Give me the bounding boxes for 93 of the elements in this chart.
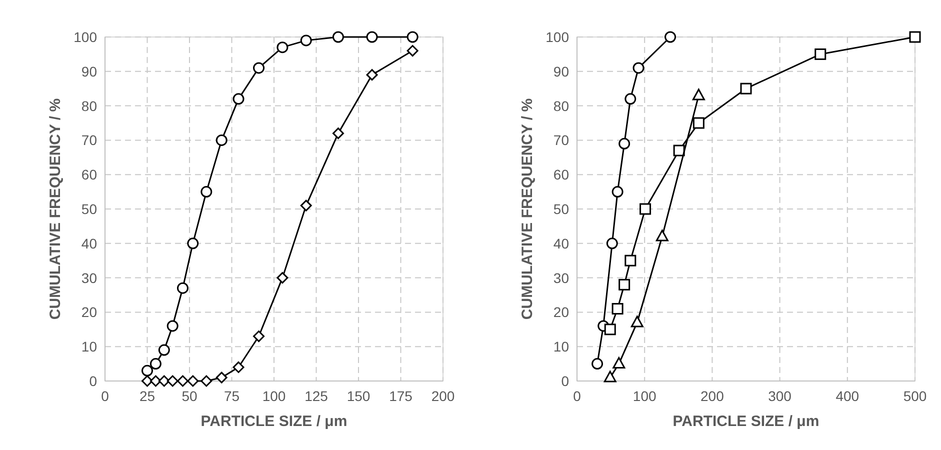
point	[216, 372, 228, 384]
x-tick-label: 400	[836, 388, 860, 404]
point	[640, 203, 652, 215]
point	[158, 344, 170, 356]
point	[664, 31, 676, 43]
x-tick-label: 300	[768, 388, 792, 404]
y-tick-label: 20	[553, 304, 570, 320]
x-tick-label: 25	[139, 388, 156, 404]
y-tick-label: 60	[553, 166, 570, 183]
y-tick-label: 60	[81, 166, 98, 183]
y-tick-label: 0	[561, 373, 570, 389]
point	[612, 357, 626, 369]
point	[200, 375, 212, 387]
y-tick-label: 80	[553, 98, 570, 114]
y-tick-label: 30	[553, 270, 570, 286]
point	[740, 82, 752, 94]
point	[673, 144, 685, 156]
x-tick-label: 125	[304, 388, 328, 404]
y-tick-label: 0	[89, 373, 98, 389]
x-tick-label: 100	[262, 388, 286, 404]
point	[606, 238, 618, 250]
y-tick-label: 70	[81, 132, 98, 148]
point	[150, 375, 162, 387]
point	[300, 34, 312, 46]
point	[158, 375, 170, 387]
y-tick-label: 10	[553, 338, 570, 355]
point	[166, 320, 178, 332]
point	[592, 358, 604, 370]
point	[406, 45, 418, 57]
point	[332, 31, 344, 43]
point	[612, 303, 624, 315]
x-tick-label: 0	[101, 388, 110, 404]
point	[200, 186, 212, 198]
x-tick-label: 50	[182, 388, 198, 404]
x-tick-label: 75	[224, 388, 240, 404]
y-tick-label: 10	[81, 338, 98, 355]
x-tick-label: 100	[632, 388, 656, 404]
y-tick-label: 100	[74, 29, 98, 45]
point	[814, 48, 826, 60]
point	[656, 230, 668, 242]
y-tick-label: 90	[553, 63, 570, 80]
point	[176, 375, 188, 387]
x-tick-label: 175	[389, 388, 413, 404]
point	[176, 282, 188, 294]
point	[276, 272, 288, 284]
point	[366, 69, 378, 81]
point	[909, 31, 921, 43]
point	[692, 117, 704, 129]
point	[232, 361, 244, 373]
x-tick-label: 0	[573, 388, 582, 404]
point	[632, 62, 644, 74]
point	[624, 93, 636, 105]
point	[604, 324, 616, 336]
x-tick-label: 200	[431, 388, 455, 404]
y-tick-label: 20	[81, 304, 98, 320]
point	[253, 62, 265, 74]
point	[692, 88, 705, 100]
point	[187, 375, 199, 387]
point	[253, 330, 265, 342]
y-tick-label: 40	[553, 235, 570, 252]
y-axis-title: CUMULATIVE FREQUENCY / %	[47, 98, 64, 320]
y-axis-title: CUMULATIVE FREQUENCY / %	[519, 98, 536, 320]
x-tick-label: 500	[903, 388, 927, 404]
point	[187, 238, 199, 250]
point	[612, 186, 624, 198]
point	[150, 358, 162, 370]
point	[604, 370, 616, 382]
y-tick-label: 50	[81, 201, 98, 217]
y-tick-label: 50	[553, 201, 570, 217]
y-tick-label: 90	[81, 63, 98, 80]
x-axis-title: PARTICLE SIZE / μm	[672, 413, 820, 430]
x-tick-label: 200	[700, 388, 724, 404]
point	[366, 31, 378, 43]
point	[232, 93, 244, 105]
point	[618, 278, 630, 290]
y-tick-label: 70	[553, 132, 570, 148]
point	[142, 375, 153, 387]
point	[332, 128, 344, 140]
point	[406, 31, 418, 43]
point	[166, 375, 178, 387]
point	[276, 42, 288, 54]
y-tick-label: 100	[546, 29, 570, 45]
y-tick-label: 40	[81, 235, 98, 252]
x-axis-title: PARTICLE SIZE / μm	[200, 413, 348, 430]
point	[142, 364, 153, 376]
point	[216, 134, 228, 146]
x-tick-label: 150	[346, 388, 370, 404]
y-tick-label: 80	[81, 98, 98, 114]
point	[300, 200, 312, 212]
point	[618, 138, 630, 150]
point	[624, 254, 636, 266]
point	[630, 316, 644, 328]
y-tick-label: 30	[81, 270, 98, 286]
